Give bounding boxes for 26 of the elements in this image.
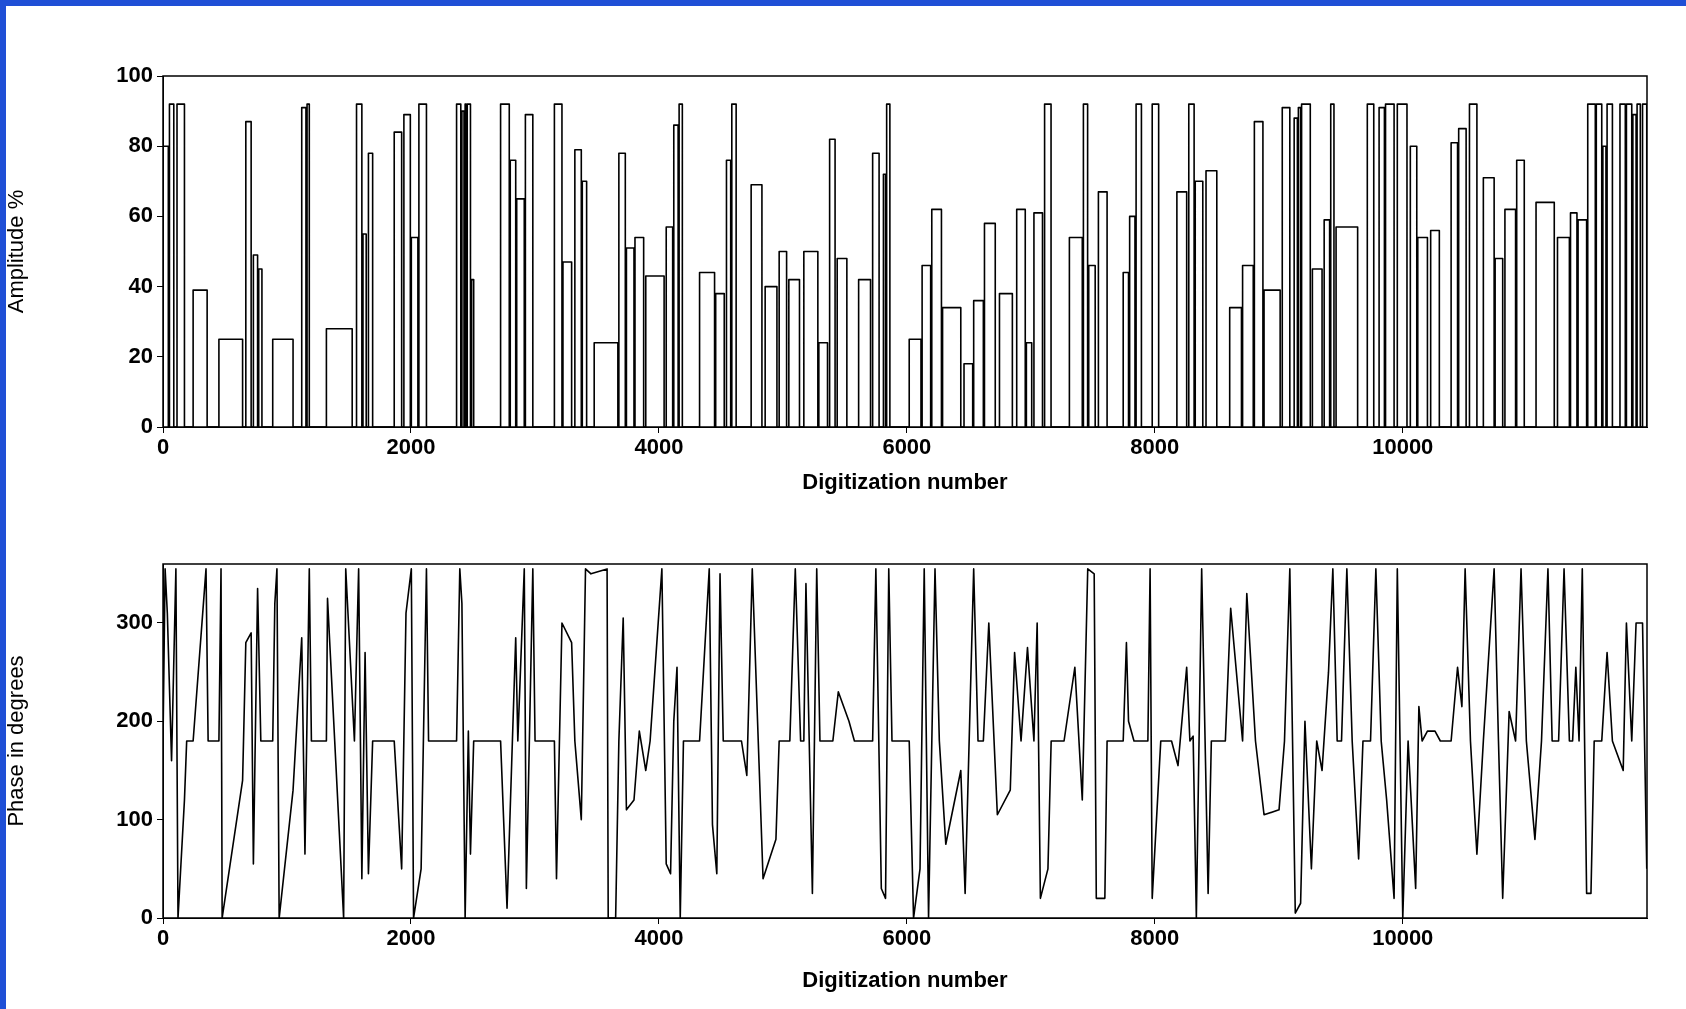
y-tick-label: 300 — [116, 609, 153, 635]
y-tick-label: 0 — [140, 413, 153, 439]
x-tick-label: 2000 — [386, 434, 436, 460]
y-tick-label: 100 — [116, 805, 153, 831]
y-tick-label: 40 — [128, 272, 153, 298]
x-tick-label: 10000 — [1372, 925, 1434, 951]
y-axis-title: Amplitude % — [3, 189, 29, 314]
y-axis-title: Phase in degrees — [3, 655, 29, 827]
y-tick-label: 100 — [116, 62, 153, 88]
x-tick-label: 0 — [156, 925, 170, 951]
x-tick-label: 2000 — [386, 925, 436, 951]
x-tick-label: 6000 — [882, 925, 932, 951]
y-tick-label: 80 — [128, 132, 153, 158]
x-tick-label: 6000 — [882, 434, 932, 460]
x-tick-label: 4000 — [634, 925, 684, 951]
x-tick-label: 10000 — [1372, 434, 1434, 460]
x-axis-title: Digitization number — [802, 468, 1009, 494]
y-tick-label: 0 — [140, 904, 153, 930]
y-tick-label: 20 — [128, 342, 153, 368]
x-tick-label: 8000 — [1130, 925, 1180, 951]
x-tick-label: 8000 — [1130, 434, 1180, 460]
y-tick-label: 200 — [116, 707, 153, 733]
x-tick-label: 0 — [156, 434, 170, 460]
y-tick-label: 60 — [128, 202, 153, 228]
x-axis-title: Digitization number — [802, 966, 1009, 992]
x-tick-label: 4000 — [634, 434, 684, 460]
